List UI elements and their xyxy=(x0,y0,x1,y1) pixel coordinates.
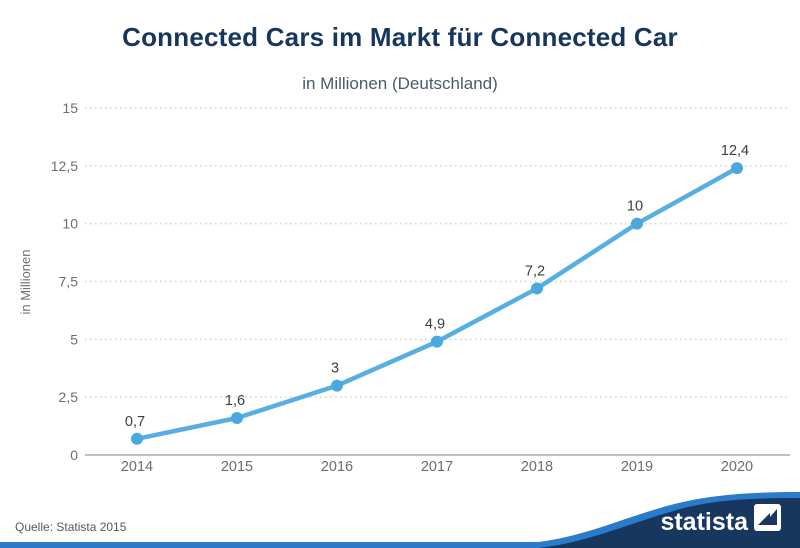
line-chart: 0 2,5 5 7,5 10 12,5 15 2014 2015 2016 2017 2018 2019… xyxy=(51,100,790,475)
value-label: 0,7 xyxy=(125,414,145,430)
value-label: 1,6 xyxy=(225,393,245,409)
data-point[interactable] xyxy=(131,432,143,445)
x-tick-label: 2019 xyxy=(621,459,653,475)
x-tick-label: 2017 xyxy=(421,459,453,475)
x-tick-label: 2014 xyxy=(121,459,153,475)
data-point[interactable] xyxy=(231,411,243,424)
x-tick-label: 2015 xyxy=(221,459,253,475)
y-tick-label: 2,5 xyxy=(59,389,79,405)
statista-logo: statista xyxy=(530,492,800,548)
x-tick-label: 2018 xyxy=(521,459,553,475)
chart-title: Connected Cars im Markt für Connected Ca… xyxy=(122,22,678,52)
y-tick-label: 12,5 xyxy=(51,158,78,174)
y-tick-label: 7,5 xyxy=(59,274,79,290)
wave-dark-shape xyxy=(538,498,800,548)
value-label: 7,2 xyxy=(525,263,545,279)
data-point[interactable] xyxy=(331,379,343,392)
value-label: 4,9 xyxy=(425,317,445,333)
x-tick-label: 2020 xyxy=(721,459,753,475)
statista-wordmark: statista xyxy=(660,508,749,536)
y-tick-label: 5 xyxy=(70,331,78,347)
data-point[interactable] xyxy=(731,162,743,175)
value-label: 3 xyxy=(331,361,339,377)
data-point[interactable] xyxy=(431,335,443,348)
data-point[interactable] xyxy=(631,217,643,230)
source-note: Quelle: Statista 2015 xyxy=(15,520,127,534)
chart-subtitle: in Millionen (Deutschland) xyxy=(302,74,498,93)
value-label: 10 xyxy=(627,199,643,215)
data-point[interactable] xyxy=(531,282,543,295)
statista-glyph-icon xyxy=(758,509,777,525)
y-tick-label: 15 xyxy=(62,100,78,116)
y-tick-label: 0 xyxy=(70,447,78,463)
footer-bar xyxy=(0,542,800,548)
y-tick-label: 10 xyxy=(62,216,78,232)
value-label: 12,4 xyxy=(721,143,749,159)
x-tick-label: 2016 xyxy=(321,459,353,475)
